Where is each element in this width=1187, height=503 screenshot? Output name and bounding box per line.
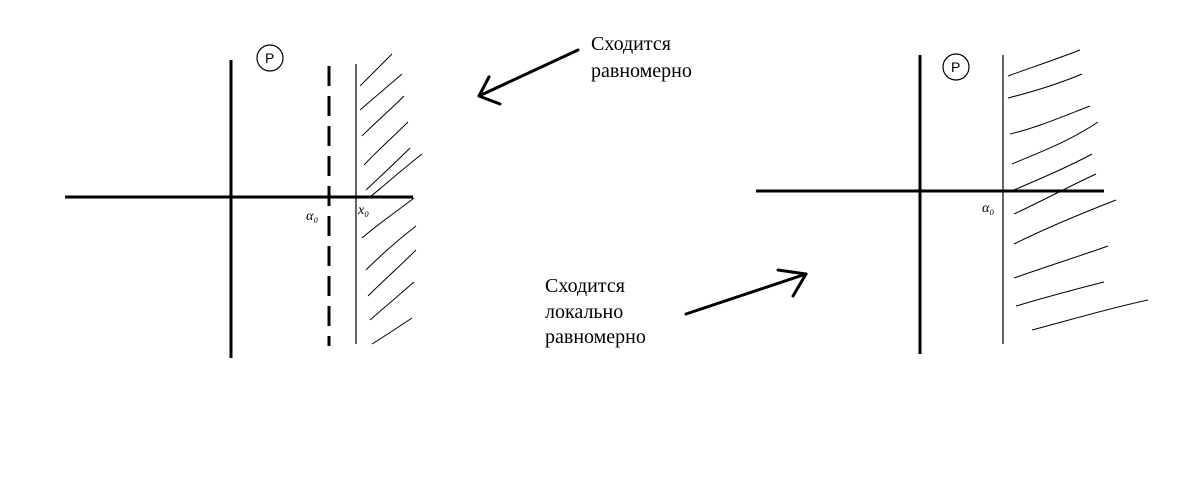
uniform-arrow: [477, 48, 580, 106]
uniform-text-line1: Сходится: [591, 33, 671, 55]
left-diagram: P α₀ x₀: [65, 44, 423, 358]
left-x0-label: x₀: [357, 203, 369, 218]
locally-uniform-arrow: [684, 268, 808, 316]
right-diagram: P α₀: [756, 49, 1149, 354]
right-plane-label: P: [951, 59, 960, 75]
left-plane-label: P: [265, 50, 274, 66]
locally-uniform-annotation: Сходится локально равномерно: [545, 268, 808, 348]
right-plane-marker: P: [942, 53, 970, 81]
locally-uniform-text-line3: равномерно: [545, 326, 646, 348]
locally-uniform-text-line2: локально: [545, 301, 623, 323]
left-plane-marker: P: [256, 44, 284, 72]
uniform-annotation: Сходится равномерно: [477, 33, 692, 106]
right-alpha0-label: α₀: [982, 201, 994, 216]
left-alpha0-label: α₀: [306, 209, 318, 224]
uniform-text-line2: равномерно: [591, 60, 692, 82]
right-hatching: [1007, 49, 1149, 331]
left-hatching: [359, 53, 423, 345]
locally-uniform-text-line1: Сходится: [545, 275, 625, 297]
